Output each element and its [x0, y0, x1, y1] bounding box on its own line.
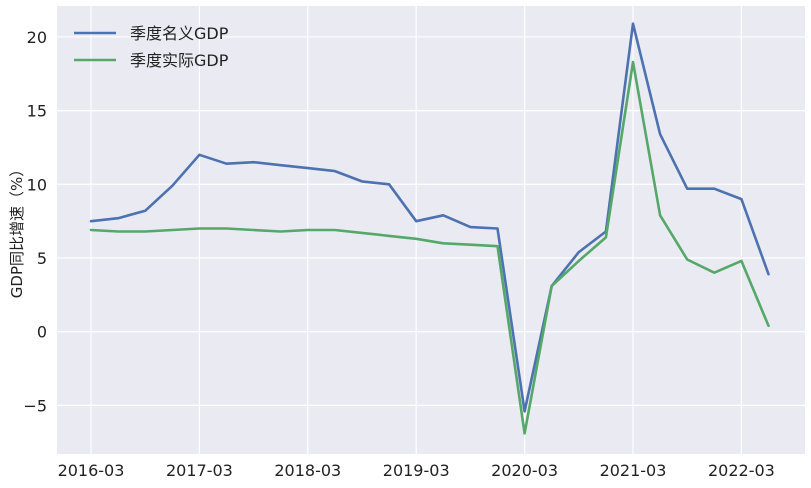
- series-line-2: [89, 60, 770, 435]
- legend: 季度名义GDP 季度实际GDP: [74, 24, 229, 70]
- legend-label: 季度名义GDP: [130, 24, 229, 43]
- x-tick-label: 2019-03: [383, 461, 450, 480]
- series-line-1: [89, 22, 770, 413]
- y-tick-label: 20: [27, 28, 47, 47]
- series-layer: [89, 22, 770, 435]
- y-axis-label: GDP同比增速（%）: [8, 162, 26, 298]
- x-tick-label: 2018-03: [274, 461, 341, 480]
- y-tick-label: 15: [27, 102, 47, 121]
- y-tick-label: −5: [23, 396, 47, 415]
- y-tick-label: 0: [37, 323, 47, 342]
- x-tick-label: 2022-03: [708, 461, 775, 480]
- x-tick-label: 2016-03: [58, 461, 125, 480]
- x-tick-label: 2017-03: [166, 461, 233, 480]
- x-tick-label: 2021-03: [600, 461, 667, 480]
- legend-label: 季度实际GDP: [130, 51, 229, 70]
- x-tick-label: 2020-03: [491, 461, 558, 480]
- x-tick-labels: 2016-03 2017-03 2018-03 2019-03 2020-03 2021-…: [58, 461, 775, 480]
- y-tick-labels: −5 0 5 10 15 20: [23, 28, 47, 415]
- grid-lines: [57, 6, 805, 454]
- y-tick-label: 10: [27, 175, 47, 194]
- y-tick-label: 5: [37, 249, 47, 268]
